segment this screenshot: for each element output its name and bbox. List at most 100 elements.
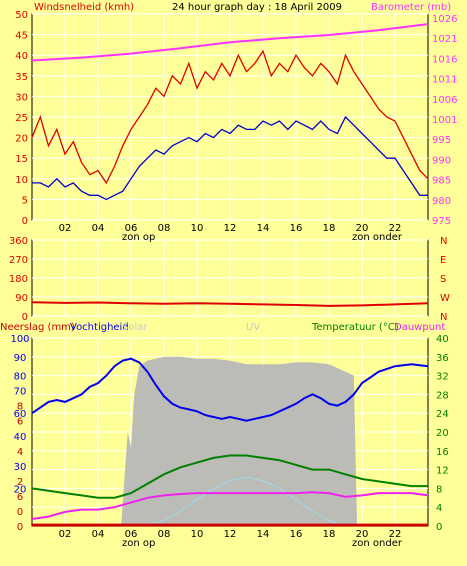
hum-y-tick-6: 4 [17,447,23,458]
wind-y-tick-25: 25 [15,113,28,124]
wind-y-tick-10: 10 [15,175,28,186]
tick-labels: 02 04 06 08 10 12 14 16 18 20 22051015202530354045… [9,10,458,540]
x-tick-10: 10 [191,223,204,234]
h-x-tick-06: 06 [125,529,138,540]
series-gust [31,49,429,185]
x-tick-22: 22 [389,223,402,234]
series-temperature [31,454,428,499]
wind-y-tick-45: 45 [15,31,28,42]
temp-y-tick-0: 0 [436,522,442,533]
hum-y-tick-13: 90 [14,353,27,364]
x-tick-08: 08 [158,223,171,234]
wind-y-tick-5: 5 [22,195,28,206]
uv-axis-title: UV [246,322,260,333]
temp-y-tick-40: 40 [436,334,449,345]
h-x-tick-20: 20 [356,529,369,540]
temp-y-tick-32: 32 [436,372,449,383]
chart-marks [31,23,429,527]
dir-y-tick-270: 270 [9,255,28,266]
baro-y-tick-1021: 1021 [432,34,457,45]
baro-y-tick-1011: 1011 [432,75,457,86]
hum-y-tick-14: 100 [10,334,29,345]
baro-y-tick-995: 995 [432,135,451,146]
h-x-tick-04: 04 [92,529,105,540]
hum-y-tick-10: 8 [17,402,23,413]
wind-y-tick-0: 0 [22,216,28,227]
baro-y-tick-990: 990 [432,155,451,166]
sunset-label: zon onder [352,232,403,243]
hum-y-tick-11: 70 [14,387,27,398]
chart-title: 24 hour graph day : 18 April 2009 [172,2,342,13]
temp-y-tick-36: 36 [436,353,449,364]
rain-axis-title: Neerslag (mm) [0,322,75,333]
hum-y-tick-4: 2 [17,477,23,488]
temp-y-tick-8: 8 [436,484,442,495]
dir-compass-1: W [440,293,450,304]
x-tick-12: 12 [224,223,237,234]
hum-y-tick-3: 20 [14,484,27,495]
hum-y-tick-8: 6 [17,417,23,428]
wind-y-tick-40: 40 [15,51,28,62]
x-tick-06: 06 [125,223,138,234]
x-tick-04: 04 [92,223,105,234]
x-tick-18: 18 [323,223,336,234]
grid-lines [32,13,428,527]
baro-y-tick-1026: 1026 [432,14,457,25]
dir-y-tick-180: 180 [9,274,28,285]
temp-y-tick-28: 28 [436,390,449,401]
baro-y-tick-975: 975 [432,216,451,227]
dir-y-tick-360: 360 [9,236,28,247]
wind-y-tick-20: 20 [15,134,28,145]
series-uv [131,476,362,527]
baro-y-tick-980: 980 [432,196,451,207]
wind-y-tick-30: 30 [15,92,28,103]
h-x-tick-22: 22 [389,529,402,540]
hum-y-tick-0: 0 [17,522,23,533]
wind-axis-title: Windsnelheid (kmh) [34,2,134,13]
h-x-tick-14: 14 [257,529,270,540]
wind-y-tick-35: 35 [15,72,28,83]
h-x-tick-10: 10 [191,529,204,540]
x-tick-14: 14 [257,223,270,234]
h-x-tick-18: 18 [323,529,336,540]
h-x-tick-16: 16 [290,529,303,540]
h-x-tick-12: 12 [224,529,237,540]
hum-y-tick-9: 60 [14,409,27,420]
dir-y-tick-0: 0 [22,312,28,323]
wind-y-tick-15: 15 [15,154,28,165]
dir-y-tick-90: 90 [15,293,28,304]
series-solar [121,356,358,526]
hum-y-tick-2: 6 [17,492,23,503]
hum-y-tick-7: 40 [14,432,27,443]
dir-compass-4: N [440,236,447,247]
series-baro [31,23,429,62]
baro-y-tick-1016: 1016 [432,54,457,65]
h-x-tick-02: 02 [59,529,72,540]
solar-axis-title: Solar [122,322,148,333]
humidity-axis-title: Vochtigheid [70,322,129,333]
hum-y-tick-5: 30 [14,462,27,473]
dir-compass-0: N [440,312,447,323]
x-tick-02: 02 [59,223,72,234]
baro-y-tick-985: 985 [432,176,451,187]
series-dir [31,301,429,307]
sunrise-label-bottom: zon op [122,538,155,549]
dewpoint-axis-title: Dauwpunt [394,322,445,333]
barometer-axis-title: Barometer (mb) [371,2,451,13]
h-x-tick-08: 08 [158,529,171,540]
x-tick-16: 16 [290,223,303,234]
temp-y-tick-12: 12 [436,466,449,477]
temp-y-tick-20: 20 [436,428,449,439]
series-humidity [31,357,429,422]
temperature-axis-title: Temperatuur (°C) [311,322,399,333]
baro-y-tick-1001: 1001 [432,115,457,126]
dir-compass-2: S [440,274,446,285]
temp-y-tick-4: 4 [436,503,442,514]
baro-y-tick-1006: 1006 [432,95,457,106]
x-tick-20: 20 [356,223,369,234]
sunset-label-bottom: zon onder [352,538,403,549]
hum-y-tick-12: 80 [14,372,27,383]
hum-y-tick-1: 0 [17,507,23,518]
